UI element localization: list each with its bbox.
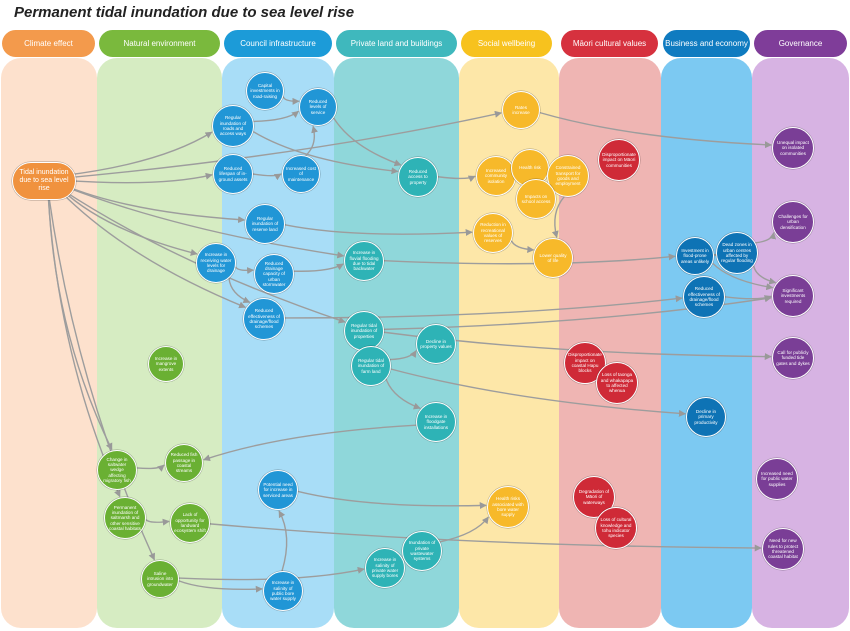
node-unequal: Unequal impact on isolated communities bbox=[772, 127, 814, 169]
header-governance: Governance bbox=[754, 30, 847, 57]
connector-transport-quality bbox=[551, 196, 565, 239]
node-privatewater: Inundation of private wastewater systems bbox=[402, 531, 442, 571]
node-access: Reduced access to property bbox=[398, 157, 438, 197]
header-natural: Natural environment bbox=[99, 30, 220, 57]
node-drainagecap: Reduced drainage capacity of urban storm… bbox=[254, 254, 294, 294]
node-significant: Significant investments required bbox=[772, 275, 814, 317]
header-maori: Māori cultural values bbox=[561, 30, 658, 57]
connector-capital-levelsservice bbox=[282, 96, 300, 105]
node-publicbore: Increase in salinity of public bore wate… bbox=[263, 571, 303, 611]
node-newrules: Need for new rules to protect threatened… bbox=[762, 528, 804, 570]
node-productivity: Decline in primary productivity bbox=[686, 397, 726, 437]
node-culturalknowledge: Loss of cultural knowledge and tohu indi… bbox=[595, 507, 637, 549]
node-floodgate: Increase in floodgate installations bbox=[416, 402, 456, 442]
node-receiving: Increase in receiving water levels for d… bbox=[196, 243, 236, 283]
node-fishpassage: Reduced fish passage in coastal streams bbox=[165, 444, 203, 482]
connector-roads-access bbox=[252, 130, 399, 175]
header-council: Council infrastructure bbox=[224, 30, 332, 57]
connector-tidal-receiving bbox=[60, 188, 198, 256]
connector-maintenance-levelsservice bbox=[305, 125, 319, 157]
node-capital: Capital investments in road-raising bbox=[246, 72, 284, 110]
connector-farmland-propvalues bbox=[389, 350, 417, 361]
node-recreational: Reduction in recreational values of rese… bbox=[473, 213, 513, 253]
node-quality: Lower quality of life bbox=[533, 238, 573, 278]
node-tidal: Tidal inundation due to sea level rise bbox=[12, 162, 76, 200]
connector-saltwedge-fishpassage bbox=[136, 464, 165, 472]
connector-recreational-quality bbox=[510, 240, 535, 253]
band-business bbox=[661, 58, 752, 628]
connector-levelsservice-access bbox=[332, 117, 402, 167]
node-schoolaccess: Impacts on school access bbox=[516, 179, 556, 219]
connector-tidal-fluvial bbox=[62, 184, 345, 259]
node-floodprone: Investment in flood-prone areas unlikely bbox=[676, 237, 714, 275]
node-salineintrusion: Saline intrusion into groundwater bbox=[141, 560, 179, 598]
node-levelsservice: Reduced levels of service bbox=[299, 88, 337, 126]
node-disprop: Disproportionate impact on Māori communi… bbox=[598, 139, 640, 181]
header-climate: Climate effect bbox=[2, 30, 95, 57]
connector-potentialneed-healthrisks2 bbox=[297, 490, 487, 510]
connector-landward-newrules bbox=[209, 523, 762, 552]
node-privatebore: Increase in salinity of private water su… bbox=[365, 548, 405, 588]
connector-roads-levelsservice bbox=[253, 110, 300, 123]
connector-deadzones-significant bbox=[752, 265, 777, 285]
node-maintenance: Increased cost of maintenance bbox=[282, 155, 320, 193]
connector-tidal-roads bbox=[62, 131, 213, 177]
node-effectiveness: Reduced effectiveness of drainage/flood … bbox=[243, 298, 285, 340]
node-healthrisks2: Health risks associated with bore water … bbox=[487, 486, 529, 528]
node-isolation: Increased community isolation bbox=[476, 156, 516, 196]
node-saltwedge: Change in saltwater wedge affecting migr… bbox=[97, 450, 137, 490]
connector-lifespan-maintenance bbox=[252, 173, 282, 181]
node-regtidal: Regular tidal inundation of properties bbox=[344, 311, 384, 351]
connector-salineintrusion-publicbore bbox=[178, 580, 263, 593]
node-rates: Rates increase bbox=[502, 91, 540, 129]
connector-privatewater-healthrisks2 bbox=[439, 516, 489, 543]
node-deadzones: Dead zones in urban centres affected by … bbox=[716, 232, 758, 274]
connector-farmland-floodgate bbox=[385, 378, 421, 410]
connector-tidal-saltwedge bbox=[47, 199, 113, 451]
connector-receiving-drainagecap bbox=[234, 266, 255, 275]
diagram-title: Permanent tidal inundation due to sea le… bbox=[14, 4, 355, 21]
connector-tidal-reserve bbox=[62, 183, 246, 224]
node-callfunding: Call for publicly funded tide gates and … bbox=[772, 337, 814, 379]
node-mangrove: Increase in mangrove extents bbox=[148, 346, 184, 382]
node-landward: Lack of opportunity for landward ecosyst… bbox=[170, 503, 210, 543]
connector-tidal-lifespan bbox=[62, 172, 213, 184]
connector-rates-unequal bbox=[539, 111, 772, 149]
connector-floodgate-fishpassage bbox=[203, 424, 417, 462]
connector-deadzones-densification bbox=[755, 231, 777, 244]
connector-tidal-effectiveness bbox=[59, 190, 247, 309]
connector-receiving-effectiveness bbox=[228, 278, 251, 303]
header-social: Social wellbeing bbox=[461, 30, 552, 57]
connector-floodprone-significant bbox=[712, 262, 774, 291]
node-reserve: Regular inundation of reserve land bbox=[245, 204, 285, 244]
header-business: Business and economy bbox=[663, 30, 750, 57]
header-private: Private land and buildings bbox=[336, 30, 457, 57]
node-densification: Challenges for urban densification bbox=[772, 201, 814, 243]
band-climate bbox=[1, 58, 97, 628]
connector-drainagecap-fluvial bbox=[293, 263, 344, 272]
connector-reserve-recreational bbox=[284, 224, 473, 237]
node-fluvial: Increase in fluvial flooding due to tida… bbox=[344, 241, 384, 281]
connector-access-isolation bbox=[437, 175, 476, 183]
connector-tidal-regtidal bbox=[60, 188, 346, 324]
node-lifespan: Reduced lifespan of in-ground assets bbox=[213, 154, 253, 194]
node-taonga: Loss of taonga and whakapapa to affected… bbox=[596, 362, 638, 404]
node-potentialneed: Potential need for increase in serviced … bbox=[258, 470, 298, 510]
node-roads: Regular inundation of roads and access w… bbox=[212, 105, 254, 147]
connector-effectiveness-redeffect bbox=[284, 295, 683, 319]
node-farmland: Regular tidal inundation of farm land bbox=[351, 346, 391, 386]
node-propvalues: Decline in property values bbox=[416, 324, 456, 364]
connector-farmland-productivity bbox=[390, 368, 686, 417]
connector-publicbore-potentialneed bbox=[278, 510, 288, 572]
node-waterneed: Increased need for public water supplies bbox=[756, 458, 798, 500]
node-transport: Constrained transport for goods and empl… bbox=[547, 155, 589, 197]
connector-saltmarsh-landward bbox=[145, 518, 170, 526]
connector-fluvial-floodprone bbox=[383, 253, 676, 265]
node-saltmarsh: Permanent inundation of saltmarsh and ot… bbox=[104, 497, 146, 539]
node-redeffect: Reduced effectiveness of drainage/flood … bbox=[683, 276, 725, 318]
